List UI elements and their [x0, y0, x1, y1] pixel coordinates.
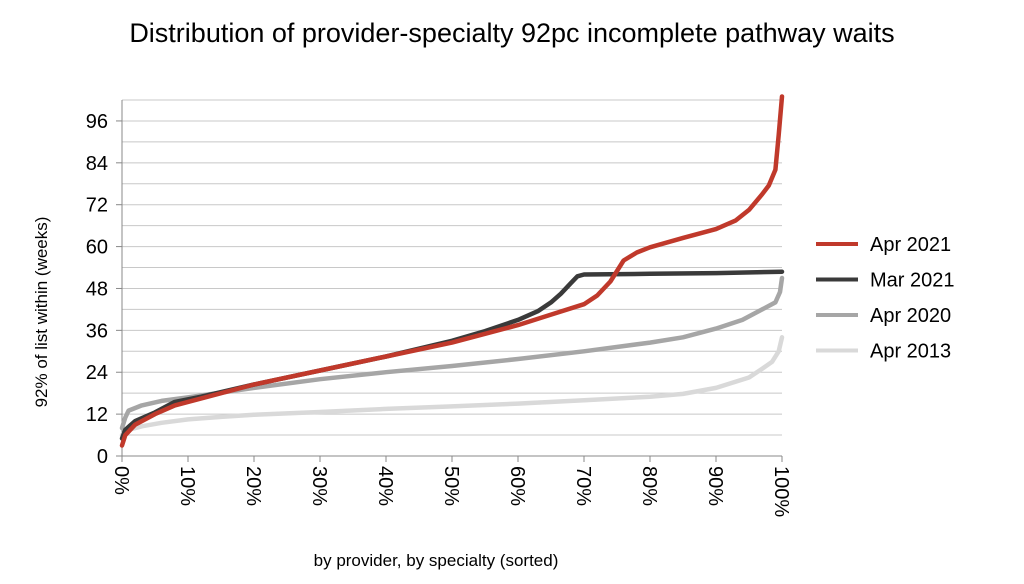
- x-tick-label: 30%: [308, 466, 330, 506]
- y-tick-label: 60: [86, 237, 108, 259]
- y-tick-label: 24: [86, 362, 108, 384]
- series-line-apr-2013: [119, 335, 785, 438]
- grid-lines: [122, 99, 782, 436]
- series-lines: [119, 94, 785, 448]
- y-tick-label: 96: [86, 111, 108, 133]
- x-tick-label: 10%: [176, 466, 198, 506]
- x-tick-label: 40%: [374, 466, 396, 506]
- x-tick-label: 80%: [638, 466, 660, 506]
- legend-label-apr-2013: Apr 2013: [870, 341, 951, 363]
- legend: Apr 2021 Mar 2021 Apr 2020 Apr 2013: [816, 234, 955, 363]
- y-tick-label: 0: [97, 446, 108, 468]
- x-tick-label: 100%: [770, 466, 792, 517]
- legend-label-apr-2020: Apr 2020: [870, 305, 951, 327]
- x-tick-label: 50%: [440, 466, 462, 506]
- legend-label-mar-2021: Mar 2021: [870, 270, 955, 292]
- y-tick-label: 12: [86, 404, 108, 426]
- x-tick-label: 0%: [110, 466, 132, 495]
- x-tick-label: 60%: [506, 466, 528, 506]
- y-tick-label: 48: [86, 278, 108, 300]
- x-tick-label: 90%: [704, 466, 726, 506]
- chart-title: Distribution of provider-specialty 92pc …: [129, 18, 895, 48]
- series-line-apr-2021: [119, 94, 785, 448]
- y-tick-label: 72: [86, 195, 108, 217]
- x-tick-label: 20%: [242, 466, 264, 506]
- series-line-mar-2021: [119, 269, 785, 441]
- y-tick-label: 36: [86, 320, 108, 342]
- x-axis-label: by provider, by specialty (sorted): [314, 551, 559, 570]
- axes: 0 12 24 36 48 60 72 84 96 0% 10% 20% 30% 40% 50% 60% 70%…: [86, 100, 792, 517]
- x-tick-label: 70%: [572, 466, 594, 506]
- y-axis-label: 92% of list within (weeks): [32, 217, 51, 408]
- legend-label-apr-2021: Apr 2021: [870, 234, 951, 256]
- y-tick-label: 84: [86, 153, 108, 175]
- series-line-apr-2020: [119, 275, 785, 431]
